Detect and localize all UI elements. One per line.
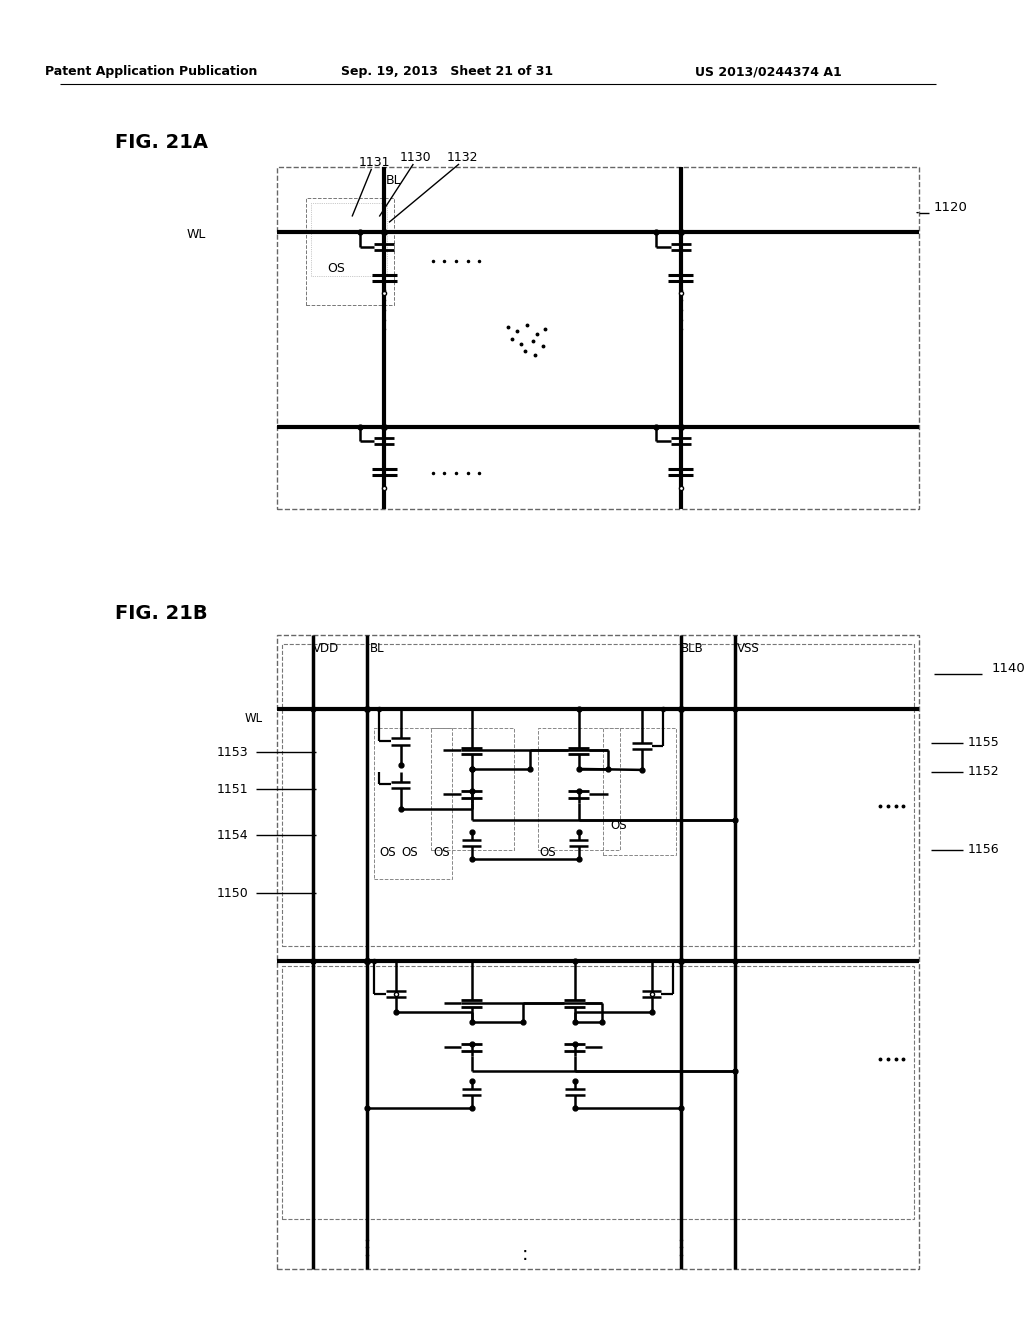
Text: OS: OS [401, 846, 418, 859]
Text: 1130: 1130 [399, 150, 431, 164]
Text: OS: OS [328, 261, 346, 275]
Text: 1153: 1153 [217, 746, 249, 759]
Text: 1152: 1152 [968, 766, 999, 779]
Text: BL: BL [370, 642, 384, 655]
Bar [375, 729, 453, 879]
Bar [282, 644, 914, 946]
Bar [278, 635, 920, 1269]
Bar [538, 729, 621, 850]
Text: FIG. 21A: FIG. 21A [115, 133, 208, 152]
Text: 1120: 1120 [934, 201, 968, 214]
Text: 1132: 1132 [446, 150, 478, 164]
Text: 1155: 1155 [968, 737, 999, 750]
Text: :: : [522, 1245, 528, 1263]
Text: VSS: VSS [737, 642, 760, 655]
Text: BLB: BLB [681, 642, 703, 655]
Text: OS: OS [540, 846, 556, 859]
Text: OS: OS [610, 818, 628, 832]
Text: WL: WL [245, 711, 262, 725]
Text: 1151: 1151 [217, 783, 249, 796]
Bar [306, 198, 394, 305]
Text: US 2013/0244374 A1: US 2013/0244374 A1 [695, 65, 842, 78]
Text: Patent Application Publication: Patent Application Publication [45, 65, 257, 78]
Text: VDD: VDD [313, 642, 339, 655]
Text: 1156: 1156 [968, 843, 999, 857]
Bar [311, 203, 387, 276]
Text: FIG. 21B: FIG. 21B [115, 603, 208, 623]
Text: 1140: 1140 [992, 663, 1024, 676]
Text: 1150: 1150 [217, 887, 249, 900]
Text: OS: OS [379, 846, 396, 859]
Text: WL: WL [186, 228, 206, 242]
Text: 1154: 1154 [217, 829, 249, 842]
Bar [282, 966, 914, 1220]
Bar [278, 166, 920, 510]
Text: BL: BL [386, 174, 401, 187]
Text: Sep. 19, 2013 Sheet 21 of 31: Sep. 19, 2013 Sheet 21 of 31 [341, 65, 553, 78]
Bar [431, 729, 513, 850]
Bar [603, 729, 676, 854]
Text: 1131: 1131 [358, 156, 390, 169]
Text: OS: OS [434, 846, 451, 859]
